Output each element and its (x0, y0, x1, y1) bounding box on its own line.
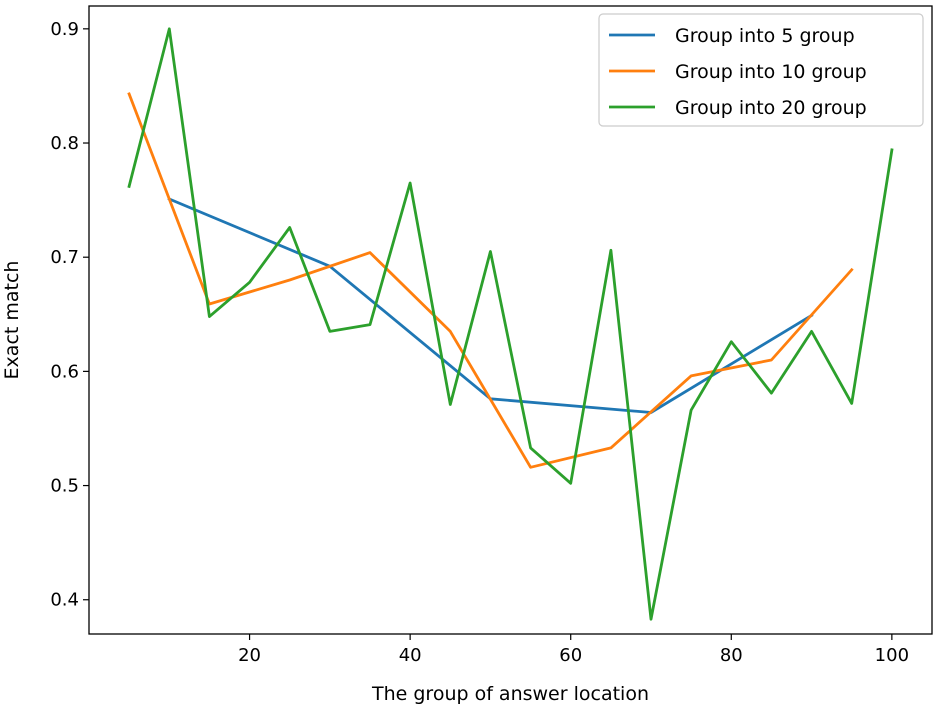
x-axis-ticks: 20 40 60 80 100 (238, 634, 909, 666)
series-layer (127, 27, 894, 621)
x-tick-label: 20 (238, 645, 261, 666)
x-tick-label: 40 (399, 645, 422, 666)
x-axis-label: The group of answer location (371, 683, 649, 705)
legend-box (598, 13, 924, 127)
legend-entry-label: Group into 5 group (675, 25, 855, 47)
series-line-3 (127, 27, 894, 621)
legend-entry-label: Group into 20 group (675, 97, 867, 119)
y-tick-label: 0.7 (50, 247, 79, 268)
x-tick-label: 80 (720, 645, 743, 666)
legend: Group into 5 group Group into 10 group Gro… (598, 13, 924, 127)
y-tick-label: 0.4 (50, 590, 79, 611)
x-tick-label: 100 (875, 645, 909, 666)
y-tick-label: 0.6 (50, 361, 79, 382)
y-axis-ticks: 0.4 0.5 0.6 0.7 0.8 0.9 (50, 19, 89, 611)
y-tick-label: 0.9 (50, 19, 79, 40)
y-tick-label: 0.5 (50, 476, 79, 497)
legend-entry-label: Group into 10 group (675, 61, 867, 83)
y-tick-label: 0.8 (50, 133, 79, 154)
x-tick-label: 60 (559, 645, 582, 666)
plot-frame (88, 5, 933, 635)
y-axis-label: Exact match (1, 261, 23, 380)
series-line-2 (127, 92, 854, 469)
